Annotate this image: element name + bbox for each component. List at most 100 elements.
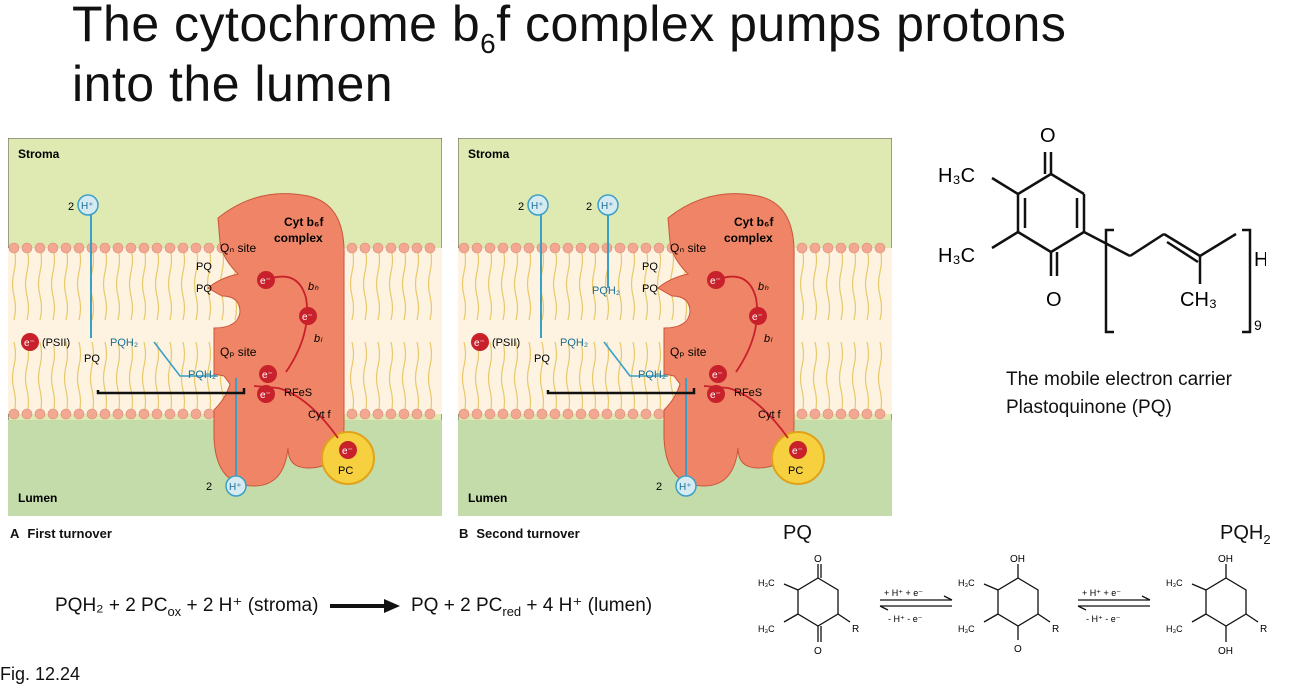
electron-label: e⁻ bbox=[262, 370, 273, 381]
lipid-head bbox=[48, 243, 58, 253]
methyl-label: H₃C bbox=[958, 578, 975, 588]
lipid-head bbox=[139, 243, 149, 253]
slide-title: The cytochrome b6f complex pumps protons… bbox=[72, 0, 1066, 114]
equation-right-sub: red bbox=[502, 604, 521, 619]
lipid-head bbox=[550, 409, 560, 419]
proton-count: 2 bbox=[68, 201, 74, 213]
psii-label: (PSII) bbox=[492, 337, 520, 349]
pqh2-state-label: PQH2 bbox=[1220, 522, 1271, 547]
methyl-label: H₃C bbox=[1166, 624, 1183, 634]
electron-label: e⁻ bbox=[260, 390, 271, 401]
lipid-head bbox=[498, 409, 508, 419]
plastoquinone-structure: O O H₃C H₃C CH₃ H 9 bbox=[936, 116, 1266, 346]
electron-label: e⁻ bbox=[24, 338, 35, 349]
qn-site-label: Qₙ site bbox=[670, 241, 706, 255]
repeat-count: 9 bbox=[1254, 317, 1262, 333]
lipid-head bbox=[563, 243, 573, 253]
proton-count: 2 bbox=[206, 481, 212, 493]
lipid-head bbox=[628, 409, 638, 419]
qp-site-label: Qₚ site bbox=[670, 345, 707, 359]
lipid-head bbox=[862, 409, 872, 419]
equation-right-post: + 4 H⁺ (lumen) bbox=[521, 595, 652, 616]
panel-a-diagram: Stroma Lumen Cyt b₆f complex Qₙ site Qₚ … bbox=[8, 138, 442, 516]
lipid-head bbox=[87, 409, 97, 419]
lipid-head bbox=[373, 243, 383, 253]
lipid-head bbox=[360, 409, 370, 419]
equation-right: PQ + 2 PC bbox=[411, 595, 502, 616]
pqh2-sub: 2 bbox=[1263, 532, 1270, 547]
pqh2-text: PQH bbox=[1220, 522, 1263, 544]
lipid-head bbox=[74, 409, 84, 419]
lipid-head bbox=[589, 409, 599, 419]
title-line-2: into the lumen bbox=[72, 56, 393, 112]
figure-reference: Fig. 12.24 bbox=[0, 664, 80, 685]
lipid-head bbox=[360, 243, 370, 253]
pq-radical-label: PQ bbox=[196, 283, 212, 295]
lipid-head bbox=[191, 409, 201, 419]
lipid-head bbox=[472, 409, 482, 419]
lumen-label: Lumen bbox=[18, 491, 57, 505]
lipid-head bbox=[113, 243, 123, 253]
lipid-head bbox=[35, 243, 45, 253]
electron-label: e⁻ bbox=[712, 370, 723, 381]
lipid-head bbox=[100, 409, 110, 419]
lipid-head bbox=[589, 243, 599, 253]
electron-label: e⁻ bbox=[260, 276, 271, 287]
lipid-head bbox=[22, 409, 32, 419]
panel-b-diagram: Stroma Lumen Cyt b₆f complex Qₙ site Qₚ … bbox=[458, 138, 892, 516]
lipid-head bbox=[849, 243, 859, 253]
cytf-label: Cyt f bbox=[308, 409, 332, 421]
lipid-head bbox=[615, 409, 625, 419]
lipid-head bbox=[152, 243, 162, 253]
step2-forward: + H⁺ + e⁻ bbox=[1082, 588, 1121, 598]
lipid-head bbox=[836, 409, 846, 419]
lipid-head bbox=[823, 409, 833, 419]
proton-label: H⁺ bbox=[679, 482, 692, 493]
lipid-head bbox=[126, 409, 136, 419]
methyl-1: H₃C bbox=[938, 165, 975, 187]
qn-site-label: Qₙ site bbox=[220, 241, 256, 255]
lipid-head bbox=[386, 243, 396, 253]
oxygen-label: O bbox=[814, 554, 822, 565]
lipid-head bbox=[22, 243, 32, 253]
pqh2-label: PQH₂ bbox=[110, 337, 138, 349]
oxygen-label: O bbox=[814, 646, 822, 657]
lipid-head bbox=[485, 243, 495, 253]
methyl-label: H₃C bbox=[1166, 578, 1183, 588]
plastoquinone-caption: The mobile electron carrier Plastoquinon… bbox=[1006, 366, 1232, 422]
equation-left: PQH₂ + 2 PC bbox=[55, 595, 167, 616]
lipid-head bbox=[654, 243, 664, 253]
lipid-head bbox=[204, 409, 214, 419]
caption-line-2: Plastoquinone (PQ) bbox=[1006, 394, 1232, 422]
bl-label: bₗ bbox=[764, 333, 773, 345]
lipid-head bbox=[810, 409, 820, 419]
pqh2-qn-label: PQH₂ bbox=[592, 285, 620, 297]
lipid-head bbox=[9, 243, 19, 253]
lipid-head bbox=[48, 409, 58, 419]
bh-label: bₕ bbox=[758, 281, 769, 293]
title-text-end: f complex pumps protons bbox=[496, 0, 1066, 52]
lipid-head bbox=[425, 409, 435, 419]
terminal-h: H bbox=[1254, 249, 1266, 271]
electron-label: e⁻ bbox=[474, 338, 485, 349]
pq-radical-label: PQ bbox=[642, 283, 658, 295]
caption-line-1: The mobile electron carrier bbox=[1006, 366, 1232, 394]
proton-label: H⁺ bbox=[601, 201, 614, 212]
lipid-head bbox=[373, 409, 383, 419]
complex-label: Cyt b₆f bbox=[734, 215, 774, 229]
lipid-head bbox=[628, 243, 638, 253]
step2-reverse: - H⁺ - e⁻ bbox=[1086, 614, 1121, 624]
lipid-head bbox=[412, 243, 422, 253]
lipid-head bbox=[113, 409, 123, 419]
methyl-label: H₃C bbox=[758, 624, 775, 634]
proton-count: 2 bbox=[656, 481, 662, 493]
lipid-head bbox=[165, 409, 175, 419]
pqh2-label: PQH₂ bbox=[560, 337, 588, 349]
rfes-label: RFeS bbox=[734, 387, 762, 399]
proton-count: 2 bbox=[586, 201, 592, 213]
psii-label: (PSII) bbox=[42, 337, 70, 349]
lipid-head bbox=[797, 243, 807, 253]
lipid-head bbox=[498, 243, 508, 253]
pc-label: PC bbox=[338, 465, 353, 477]
lipid-head bbox=[191, 243, 201, 253]
